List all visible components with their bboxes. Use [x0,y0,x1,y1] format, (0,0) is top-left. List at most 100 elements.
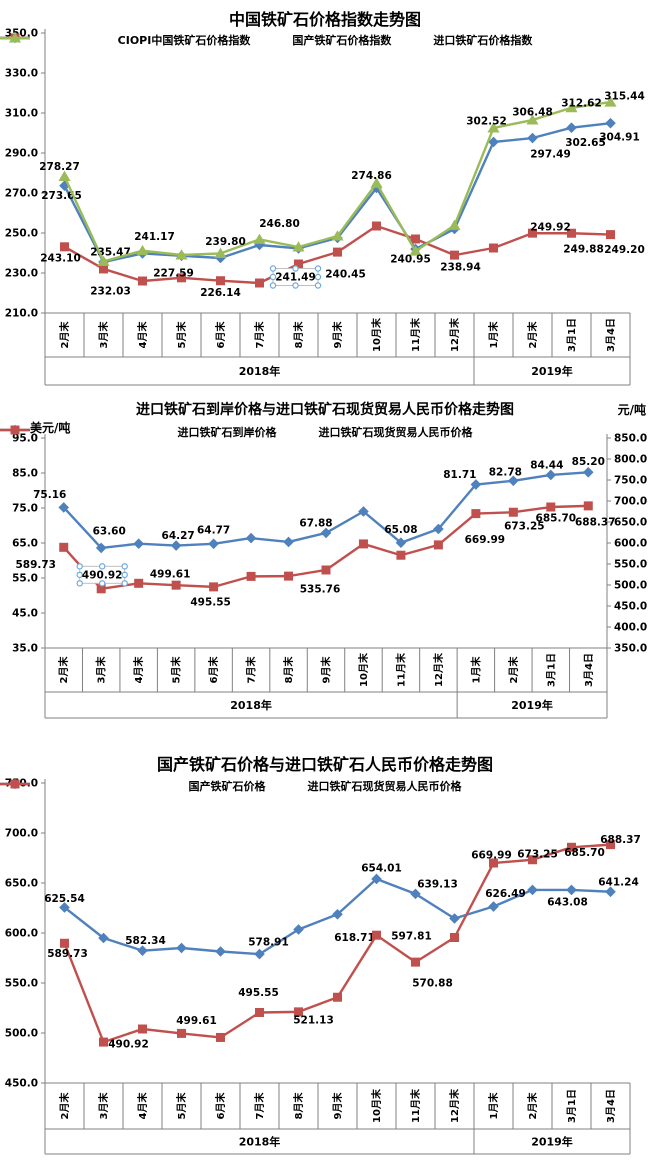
data-label: 685.70 [564,847,605,859]
chart-canvas: 35.0 45.0 55.0 65.0 75.0 85.0 95.0 350.0 400.0 45… [12,433,647,719]
legend-item-label: 进口铁矿石现货贸易人民币价格 [307,780,462,793]
y-axis-tick-label: 95.0 [12,433,38,445]
marker-square [284,571,294,581]
data-label: 249.92 [530,222,571,234]
y-axis-tick-label: 650.0 [614,517,647,529]
data-label: 85.20 [572,456,605,468]
selection-handle[interactable] [121,563,128,570]
marker-square [209,582,219,592]
x-axis-category-label: 12月末 [448,317,461,352]
marker-diamond [371,873,382,885]
x-axis-category-label: 6月末 [214,1092,227,1120]
square-legend-marker [0,779,30,789]
y-axis-tick-label: 210.0 [5,308,38,320]
y-axis-tick-label: 450.0 [5,1078,38,1090]
data-label: 625.54 [44,893,85,905]
data-label: 240.45 [325,269,366,281]
marker-diamond [605,117,616,129]
data-label: 226.14 [200,287,241,299]
x-axis-category-label: 2月末 [58,321,71,349]
selection-handle[interactable] [269,282,277,289]
marker-diamond [566,122,577,134]
marker-square [255,278,264,288]
marker-square [396,550,406,560]
marker-triangle [97,255,110,266]
y-axis-tick-label: 450.0 [614,601,647,613]
marker-square [246,571,256,581]
selection-handle[interactable] [314,265,322,272]
marker-square [60,938,69,948]
data-label: 669.99 [465,534,506,546]
data-label: 499.61 [176,1015,217,1027]
chart-block-domestic-vs-import: 国产铁矿石价格与进口铁矿石人民币价格走势图 国产铁矿石价格 进口铁矿石现货贸易人民… [0,745,650,1165]
selection-handle[interactable] [98,580,106,587]
marker-square [489,243,498,253]
marker-diamond [170,540,182,551]
marker-diamond [527,132,538,144]
marker-diamond [488,901,499,912]
x-axis-category-label: 1月末 [487,1092,500,1120]
marker-square [583,501,593,511]
data-label: 240.95 [390,254,431,266]
selection-handle[interactable] [121,580,128,587]
selection-handle[interactable] [292,265,299,272]
legend-item: CIOPI中国铁矿石价格指数 [0,32,250,48]
selection-handle[interactable] [269,265,277,272]
selection-handle[interactable] [121,571,128,579]
marker-square [528,855,537,865]
data-label: 232.03 [90,285,131,297]
selection-handle[interactable] [76,571,83,579]
data-label: 688.37 [600,834,641,846]
marker-square [10,425,20,435]
data-label: 641.24 [598,876,639,888]
chart-block-price-index: 中国铁矿石价格指数走势图 CIOPI中国铁矿石价格指数 国产铁矿石价格指数 进口铁矿… [0,0,650,395]
data-label: 521.13 [293,1014,334,1026]
data-label: 490.92 [108,1039,149,1051]
marker-square [489,858,498,868]
marker-square [216,276,225,286]
marker-triangle [370,177,383,188]
legend-item: 国产铁矿石价格指数 [0,32,392,48]
selection-handle[interactable] [314,282,322,289]
marker-triangle [136,244,149,256]
selection-handle[interactable] [269,273,277,281]
triangle-legend-marker [0,32,30,43]
marker-diamond [176,942,187,954]
x-axis-category-label: 3月4日 [583,653,595,687]
legend-item-label: 国产铁矿石价格指数 [292,34,392,47]
y-axis-tick-label: 400.0 [614,622,647,634]
y-axis-tick-label: 310.0 [5,108,38,120]
y-axis-tick-label: 700.0 [614,496,647,508]
data-label: 639.13 [417,878,458,890]
x-axis-category-label: 4月末 [136,321,149,349]
x-axis-category-label: 12月末 [448,1088,461,1123]
selection-handle[interactable] [76,580,83,587]
marker-square [433,540,443,550]
y-axis-tick-label: 850.0 [614,433,647,445]
data-label: 249.20 [604,244,645,256]
x-axis-category-label: 9月末 [331,1092,344,1120]
data-label: 654.01 [361,862,402,874]
marker-diamond [332,908,343,920]
data-label: 274.86 [351,170,392,182]
y-axis-tick-label: 290.0 [5,148,38,160]
chart-title: 国产铁矿石价格与进口铁矿石人民币价格走势图 [156,755,493,774]
y-axis-tick-label: 750.0 [614,475,647,487]
marker-diamond [215,946,226,957]
year-group-label: 2019年 [511,698,553,712]
x-axis-category-label: 5月末 [170,656,183,684]
selection-handle[interactable] [292,282,299,289]
marker-square [134,578,144,588]
x-axis-category-label: 9月末 [320,656,333,684]
data-label: 64.27 [162,530,195,542]
marker-square [216,1032,225,1042]
x-axis-category-label: 4月末 [132,656,145,684]
y-axis-unit-right: 元/吨 [617,403,646,417]
selection-handle[interactable] [98,563,106,570]
y-axis-tick-label: 350.0 [614,643,647,655]
selection-handle[interactable] [314,273,322,281]
marker-square [606,230,615,240]
selection-handle[interactable] [76,563,83,570]
x-axis-category-label: 3月4日 [605,318,617,352]
data-label: 239.80 [205,236,246,248]
